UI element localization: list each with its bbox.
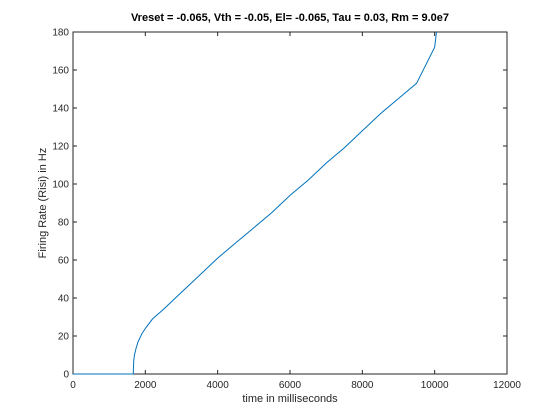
y-tick-label: 80 — [58, 218, 70, 229]
x-tick-label: 12000 — [493, 380, 521, 391]
x-tick-label: 2000 — [134, 380, 157, 391]
x-tick-label: 0 — [70, 380, 76, 391]
x-tick-label: 8000 — [351, 380, 374, 391]
x-axis-label: time in milliseconds — [73, 393, 507, 405]
y-tick-label: 20 — [58, 332, 70, 343]
y-tick-label: 100 — [52, 180, 69, 191]
y-tick-label: 120 — [52, 142, 69, 153]
x-tick-label: 6000 — [279, 380, 302, 391]
y-tick-label: 140 — [52, 104, 69, 115]
y-tick-label: 160 — [52, 66, 69, 77]
x-tick-label: 10000 — [421, 380, 449, 391]
x-tick-label: 4000 — [207, 380, 230, 391]
y-tick-label: 40 — [58, 294, 70, 305]
y-tick-label: 60 — [58, 256, 70, 267]
axes-box — [73, 32, 507, 374]
y-tick-label: 0 — [63, 370, 69, 381]
y-axis-label: Firing Rate (Risi) in Hz — [37, 148, 49, 259]
y-tick-label: 180 — [52, 28, 69, 39]
